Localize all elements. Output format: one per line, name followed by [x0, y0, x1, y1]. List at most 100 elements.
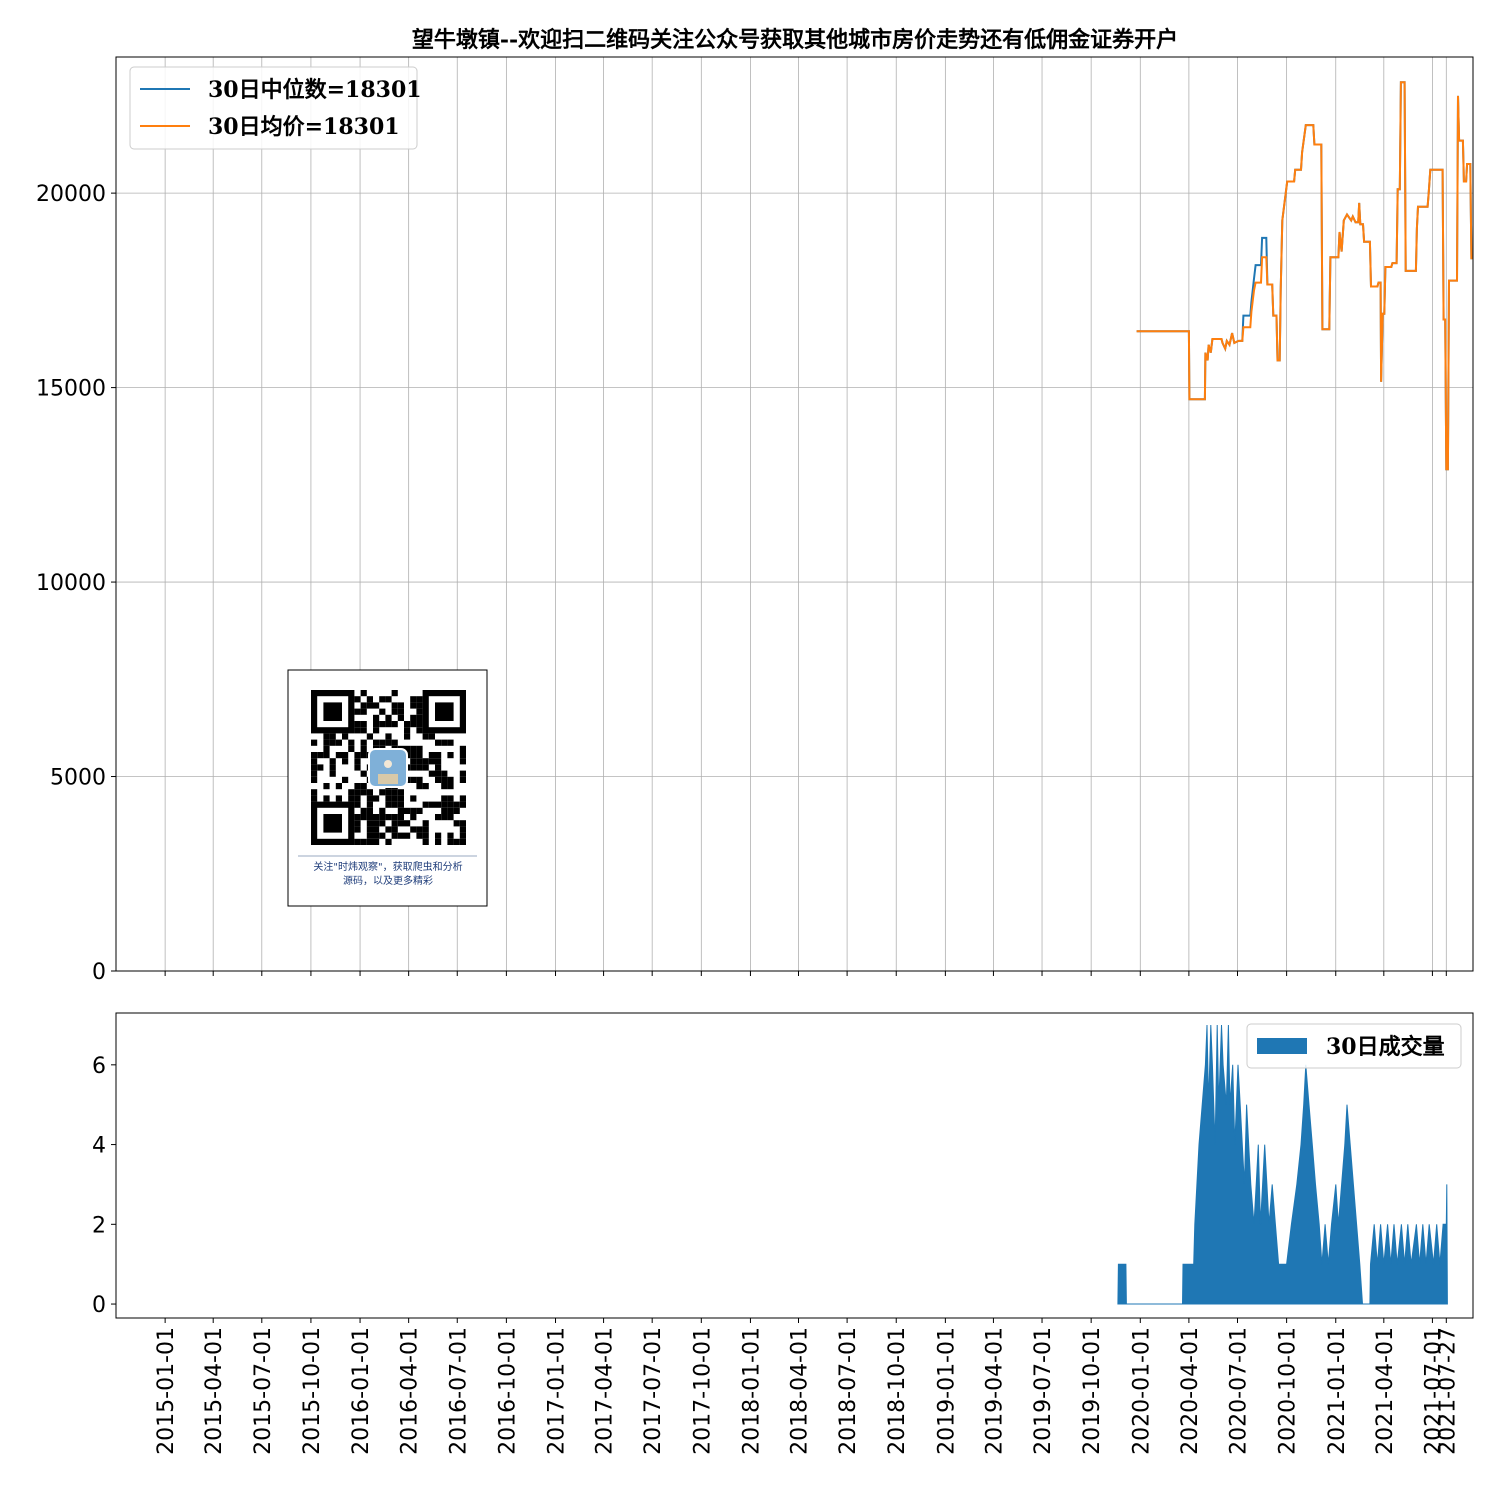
volume-x-tick-label: 2018-07-01: [836, 1327, 861, 1455]
qr-module: [317, 752, 324, 759]
qr-module: [416, 708, 423, 715]
qr-module: [441, 807, 448, 814]
qr-module: [441, 776, 448, 783]
qr-module: [379, 807, 386, 814]
qr-panel: 关注"时炜观察"，获取爬虫和分析 源码，以及更多精彩: [287, 669, 488, 907]
volume-x-tick-label: 2017-04-01: [593, 1327, 618, 1455]
qr-module: [373, 739, 380, 746]
volume-x-tick-label: 2017-07-01: [641, 1327, 666, 1455]
qr-module: [354, 838, 361, 845]
qr-module: [410, 721, 417, 728]
qr-module: [416, 752, 423, 759]
volume-x-tick-label: 2020-01-01: [1129, 1327, 1154, 1455]
qr-module: [422, 838, 429, 845]
qr-module: [348, 739, 355, 746]
qr-module: [416, 807, 423, 814]
qr-module: [459, 820, 466, 827]
qr-module: [366, 807, 373, 814]
qr-module: [410, 714, 417, 721]
volume-x-tick-label: 2015-10-01: [300, 1327, 325, 1455]
qr-module: [391, 814, 398, 821]
qr-module: [397, 801, 404, 808]
qr-module: [335, 795, 342, 802]
qr-module: [459, 826, 466, 833]
price-x-ticks: [164, 971, 1447, 976]
qr-module: [435, 752, 442, 759]
qr-module: [435, 838, 442, 845]
qr-module: [311, 789, 318, 796]
qr-module: [459, 776, 466, 783]
qr-module: [385, 733, 392, 740]
qr-module: [416, 758, 423, 765]
qr-module: [391, 708, 398, 715]
qr-module: [422, 826, 429, 833]
qr-module: [410, 745, 417, 752]
volume-area: [1117, 1024, 1448, 1305]
qr-module: [379, 696, 386, 703]
price-y-tick-label: 15000: [36, 377, 106, 402]
qr-module: [354, 801, 361, 808]
qr-module: [428, 801, 435, 808]
qr-module: [404, 820, 411, 827]
qr-caption-line1: 关注"时炜观察"，获取爬虫和分析: [313, 860, 462, 873]
qr-module: [354, 820, 361, 827]
qr-module: [441, 770, 448, 777]
qr-module: [404, 733, 411, 740]
qr-module: [447, 739, 454, 746]
qr-module: [354, 708, 361, 715]
qr-module: [410, 795, 417, 802]
qr-finder-core: [323, 814, 342, 833]
qr-module: [435, 776, 442, 783]
qr-module: [354, 814, 361, 821]
qr-module: [404, 832, 411, 839]
qr-module: [354, 826, 361, 833]
qr-module: [342, 733, 349, 740]
volume-legend: 30日成交量: [1246, 1023, 1462, 1069]
qr-module: [329, 739, 336, 746]
qr-module: [385, 789, 392, 796]
qr-module: [379, 721, 386, 728]
qr-module: [317, 764, 324, 771]
volume-y-tick-label: 2: [92, 1213, 106, 1238]
qr-module: [360, 727, 367, 734]
qr-module: [404, 727, 411, 734]
qr-module: [447, 801, 454, 808]
price-y-tick-label: 5000: [50, 766, 106, 791]
qr-module: [422, 832, 429, 839]
legend-label-mean: 30日均价=18301: [208, 114, 400, 140]
qr-module: [385, 795, 392, 802]
qr-module: [397, 814, 404, 821]
qr-module: [391, 801, 398, 808]
qr-module: [366, 733, 373, 740]
qr-module: [447, 795, 454, 802]
qr-module: [391, 739, 398, 746]
qr-module: [360, 789, 367, 796]
qr-module: [447, 776, 454, 783]
volume-x-tick-label: 2019-07-01: [1031, 1327, 1056, 1455]
qr-module: [348, 795, 355, 802]
qr-module: [323, 739, 330, 746]
qr-module: [329, 770, 336, 777]
volume-x-tick-label: 2018-01-01: [739, 1327, 764, 1455]
qr-module: [428, 770, 435, 777]
qr-module: [329, 764, 336, 771]
qr-module: [397, 789, 404, 796]
qr-module: [366, 789, 373, 796]
qr-module: [459, 752, 466, 759]
qr-module: [385, 696, 392, 703]
qr-module: [323, 795, 330, 802]
volume-x-tick-label: 2015-04-01: [202, 1327, 227, 1455]
qr-module: [404, 745, 411, 752]
qr-module: [397, 708, 404, 715]
qr-module: [385, 721, 392, 728]
qr-module: [323, 752, 330, 759]
qr-module: [416, 745, 423, 752]
qr-module: [348, 745, 355, 752]
qr-module: [373, 721, 380, 728]
volume-legend-box: [1246, 1023, 1462, 1069]
qr-module: [441, 783, 448, 790]
volume-x-tick-label: 2020-07-01: [1227, 1327, 1252, 1455]
qr-module: [360, 721, 367, 728]
volume-y-tick-label: 4: [92, 1134, 106, 1159]
qr-module: [447, 814, 454, 821]
